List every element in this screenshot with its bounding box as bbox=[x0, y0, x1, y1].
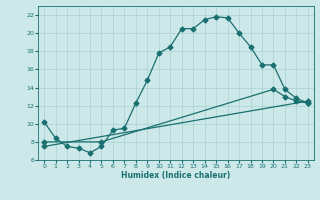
X-axis label: Humidex (Indice chaleur): Humidex (Indice chaleur) bbox=[121, 171, 231, 180]
